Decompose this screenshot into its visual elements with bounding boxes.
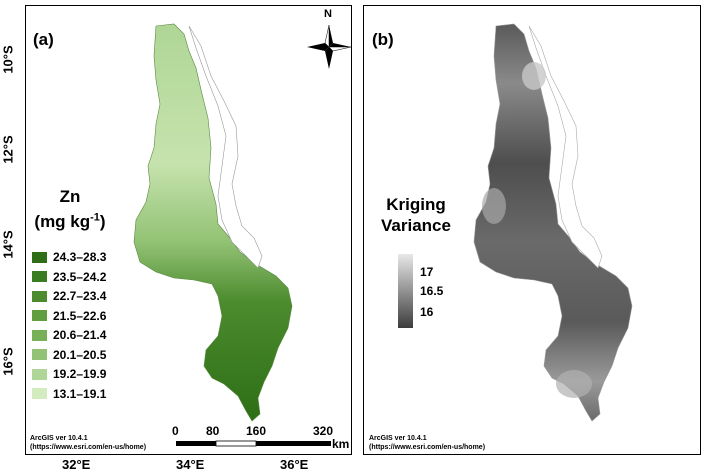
y-tick-12s: 12°S — [0, 135, 16, 164]
north-label: N — [324, 8, 332, 20]
credit-line2-b: (https://www.esri.com/en-us/home) — [369, 444, 486, 451]
scale-tick-80: 80 — [206, 424, 220, 438]
zn-legend-swatch — [32, 368, 47, 380]
variance-title-line2: Variance — [381, 216, 451, 235]
y-tick-16s: 16°S — [0, 347, 16, 376]
zn-legend-label: 21.5–22.6 — [53, 308, 107, 323]
zn-legend-swatch — [32, 310, 47, 321]
zn-legend-swatch — [32, 388, 47, 399]
ramp-label-16-5: 16.5 — [420, 284, 444, 298]
zn-legend-label: 24.3–28.3 — [53, 250, 107, 264]
variance-legend-title: Kriging Variance — [366, 194, 466, 236]
zn-legend-title: Zn (mg kg-1) — [30, 186, 110, 232]
north-arrow-icon — [307, 24, 351, 69]
zn-legend-swatch — [32, 251, 47, 263]
variance-color-ramp — [398, 254, 413, 328]
zn-legend-item: 20.1–20.5 — [32, 348, 106, 362]
scale-tick-160: 160 — [246, 424, 267, 438]
zn-legend-label: 13.1–19.1 — [53, 386, 107, 401]
zn-title-line1: Zn — [59, 187, 81, 206]
credit-line1: ArcGIS ver 10.4.1 — [30, 435, 88, 442]
lake-outline-b — [528, 25, 603, 269]
scale-bar — [176, 440, 331, 447]
panel-a-credit: ArcGIS ver 10.4.1 (https://www.esri.com/… — [30, 434, 146, 452]
zn-legend-swatch — [32, 271, 47, 282]
zn-legend-item: 24.3–28.3 — [32, 250, 106, 264]
y-tick-10s: 10°S — [0, 45, 16, 74]
variance-map — [398, 23, 633, 422]
scale-unit: km — [332, 437, 350, 451]
zn-legend-label: 19.2–19.9 — [53, 367, 107, 381]
credit-line2: (https://www.esri.com/en-us/home) — [30, 444, 147, 451]
ramp-label-16: 16 — [420, 305, 434, 319]
credit-line1-b: ArcGIS ver 10.4.1 — [369, 435, 427, 442]
panel-a-tag: (a) — [33, 30, 54, 49]
scale-tick-0: 0 — [172, 424, 179, 438]
zn-legend-item: 23.5–24.2 — [32, 270, 106, 284]
zn-legend-item: 20.6–21.4 — [32, 328, 106, 342]
ramp-label-17: 17 — [420, 265, 434, 279]
x-tick-32e: 32°E — [62, 457, 91, 472]
zn-legend-swatch — [32, 349, 47, 360]
lake-malawi-outline — [188, 25, 263, 269]
variance-title-line1: Kriging — [386, 195, 446, 214]
zn-legend-label: 22.7–23.4 — [53, 289, 107, 303]
zn-legend-item: 22.7–23.4 — [32, 289, 106, 303]
scale-tick-320: 320 — [313, 424, 334, 438]
zn-legend-swatch — [32, 329, 47, 341]
x-tick-34e: 34°E — [176, 457, 205, 472]
zn-map-panel: (a) N Zn (mg kg-1) 24.3–28.3 23.5–24.2 22.… — [25, 5, 352, 455]
zn-legend-label: 20.1–20.5 — [53, 347, 107, 362]
zn-map — [133, 23, 351, 447]
panel-b-tag: (b) — [372, 30, 394, 49]
x-tick-36e: 36°E — [280, 457, 309, 472]
zn-legend-label: 23.5–24.2 — [53, 269, 107, 284]
panel-b-credit: ArcGIS ver 10.4.1 (https://www.esri.com/… — [369, 434, 485, 452]
zn-legend-item: 19.2–19.9 — [32, 367, 106, 381]
zn-legend-label: 20.6–21.4 — [53, 328, 107, 342]
zn-legend-item: 21.5–22.6 — [32, 309, 106, 323]
zn-title-line2: (mg kg-1) — [34, 211, 106, 231]
zn-legend-item: 13.1–19.1 — [32, 387, 106, 401]
variance-map-panel: (b) Kriging Variance 17 16.5 16 ArcGIS v… — [363, 5, 701, 455]
y-tick-14s: 14°S — [0, 230, 16, 259]
zn-legend-swatch — [32, 290, 47, 302]
malawi-zn-shape — [133, 23, 293, 422]
